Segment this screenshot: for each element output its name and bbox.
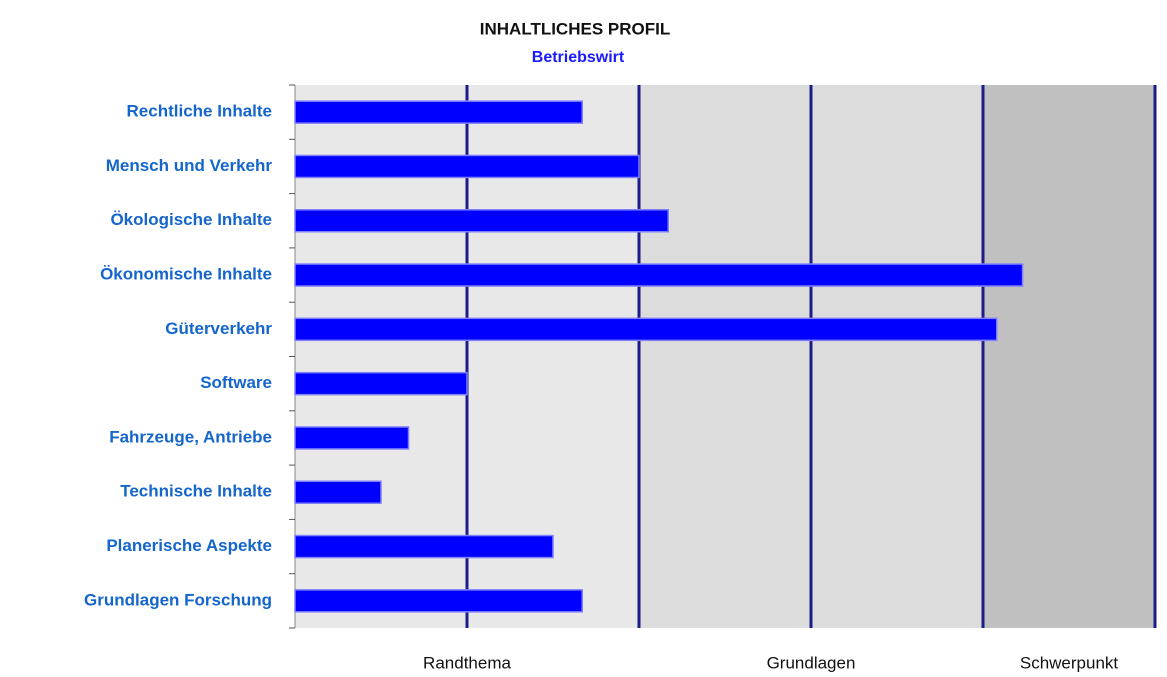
chart-title: INHALTLICHES PROFIL <box>480 19 670 38</box>
bar <box>294 154 640 179</box>
bar <box>294 426 410 450</box>
y-tick-label: Technische Inhalte <box>120 482 272 501</box>
band-label: Schwerpunkt <box>1020 653 1119 672</box>
bar <box>294 263 1024 287</box>
bar <box>294 209 669 233</box>
band-label: Randthema <box>423 653 511 672</box>
bar <box>294 589 583 613</box>
bar <box>294 317 998 342</box>
band-label: Grundlagen <box>767 653 856 672</box>
y-tick-label: Fahrzeuge, Antriebe <box>109 427 272 446</box>
y-tick-label: Software <box>200 373 272 392</box>
bar <box>294 534 554 559</box>
bar <box>294 371 468 396</box>
y-tick-label: Güterverkehr <box>165 319 272 338</box>
y-tick-label: Ökonomische Inhalte <box>100 265 272 284</box>
band <box>983 85 1155 628</box>
bar <box>294 480 382 504</box>
bar <box>294 100 583 124</box>
y-tick-label: Mensch und Verkehr <box>106 156 273 175</box>
y-tick-label: Planerische Aspekte <box>106 536 272 555</box>
y-tick-label: Rechtliche Inhalte <box>127 102 272 121</box>
chart-subtitle: Betriebswirt <box>532 49 625 66</box>
y-tick-label: Ökologische Inhalte <box>110 210 272 229</box>
y-tick-label: Grundlagen Forschung <box>84 590 272 609</box>
